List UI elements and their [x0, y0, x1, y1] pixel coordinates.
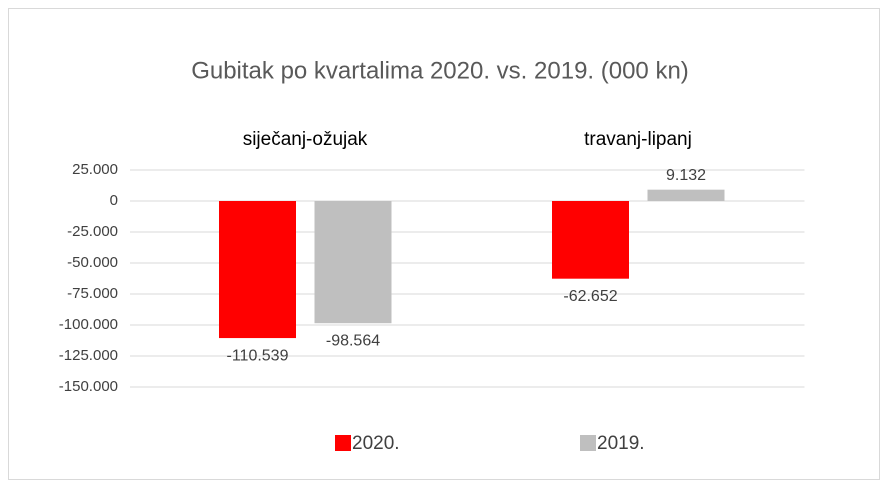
legend-swatch [580, 435, 596, 451]
category-label: siječanj-ožujak [243, 129, 368, 150]
bar [314, 201, 392, 324]
legend-label: 2019. [597, 433, 645, 454]
legend-swatch [335, 435, 351, 451]
y-tick-label: -100.000 [59, 316, 118, 333]
bar [552, 201, 629, 279]
data-label: -62.652 [563, 288, 617, 305]
chart-title: Gubitak po kvartalima 2020. vs. 2019. (0… [191, 57, 689, 84]
chart-border [8, 8, 880, 480]
y-tick-label: -25.000 [67, 223, 118, 240]
data-label: -110.539 [227, 347, 289, 364]
y-tick-label: -50.000 [67, 254, 118, 271]
category-label: travanj-lipanj [584, 129, 692, 150]
data-label: 9.132 [666, 167, 706, 184]
y-tick-label: -75.000 [67, 285, 118, 302]
legend-label: 2020. [352, 433, 400, 454]
data-label: -98.564 [326, 332, 380, 349]
bar [647, 189, 725, 201]
bar [219, 201, 296, 339]
y-tick-label: -150.000 [59, 378, 118, 395]
y-tick-label: -125.000 [59, 347, 118, 364]
y-tick-label: 25.000 [72, 161, 118, 178]
y-tick-label: 0 [110, 192, 118, 209]
